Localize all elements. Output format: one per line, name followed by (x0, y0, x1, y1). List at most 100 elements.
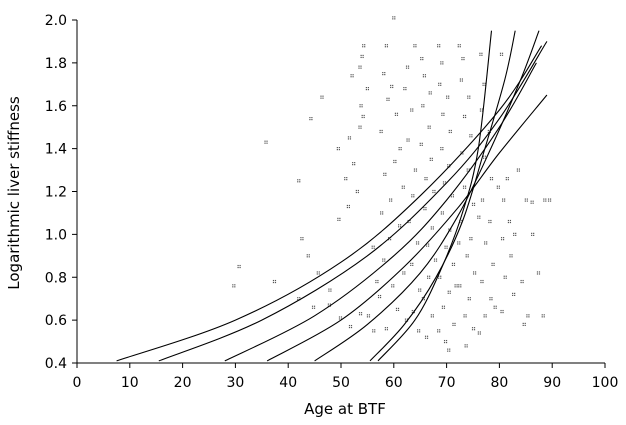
data-point (489, 297, 493, 301)
data-point (469, 237, 473, 241)
data-point (407, 219, 411, 224)
data-point (360, 54, 364, 59)
data-point (347, 136, 352, 140)
data-point (306, 254, 310, 258)
data-point (384, 44, 389, 48)
x-axis-title: Age at BTF (304, 400, 386, 418)
data-point (503, 275, 507, 279)
data-point (440, 61, 444, 65)
data-point (355, 189, 359, 194)
data-point (300, 237, 304, 241)
data-point (520, 279, 524, 284)
data-point (359, 104, 363, 108)
y-tick-label: 1.4 (45, 142, 67, 158)
data-point (454, 284, 458, 288)
data-point (419, 142, 423, 146)
data-point (440, 211, 444, 215)
data-point (482, 82, 486, 86)
x-tick-label: 20 (174, 375, 192, 391)
data-point (424, 335, 429, 339)
data-point (507, 219, 512, 224)
data-point (443, 339, 448, 344)
data-point (477, 215, 481, 219)
data-point (297, 179, 301, 183)
data-point (484, 241, 488, 245)
data-point (429, 157, 433, 161)
data-point (464, 344, 468, 348)
data-point (391, 284, 395, 288)
data-point (348, 324, 353, 329)
data-point (309, 117, 313, 121)
y-tick-label: 1.0 (45, 227, 67, 243)
data-point (311, 305, 316, 309)
data-point (465, 254, 469, 258)
data-point (377, 294, 382, 299)
data-point (405, 65, 410, 69)
data-point (531, 232, 535, 236)
data-point (469, 134, 473, 138)
data-point (437, 329, 441, 333)
data-point (480, 198, 485, 202)
data-point (403, 87, 407, 91)
data-point (467, 95, 471, 99)
data-point (524, 198, 528, 202)
data-point (423, 207, 427, 211)
fitted-curve (158, 41, 548, 362)
data-point (398, 224, 402, 228)
y-tick-label: 1.6 (45, 99, 67, 115)
data-point (264, 140, 268, 144)
data-point (415, 241, 420, 245)
data-point (502, 198, 506, 202)
data-point (401, 185, 405, 189)
data-point (458, 284, 462, 288)
data-point (410, 262, 414, 266)
data-point (488, 219, 492, 224)
x-tick-label: 0 (73, 375, 82, 391)
data-point (320, 95, 324, 99)
data-point (471, 202, 476, 206)
y-tick-label: 2.0 (45, 13, 67, 29)
data-point (500, 237, 505, 241)
data-point (362, 44, 366, 48)
data-point (451, 262, 456, 266)
data-point (358, 65, 362, 69)
data-point (379, 129, 383, 134)
data-point (493, 305, 497, 309)
data-point (447, 290, 451, 294)
data-point (350, 74, 354, 78)
x-axis-ticks: 0 10 20 30 40 50 60 70 80 90 100 (73, 363, 619, 391)
data-point (328, 288, 332, 292)
data-point (446, 95, 450, 99)
data-point (462, 114, 467, 119)
data-point (438, 82, 442, 86)
data-point (418, 288, 422, 292)
data-point (491, 262, 495, 266)
data-point (440, 147, 444, 151)
data-point (512, 292, 516, 296)
x-tick-label: 100 (592, 375, 619, 391)
data-point (398, 147, 402, 151)
data-point (417, 329, 421, 333)
data-point (480, 279, 484, 284)
data-point (316, 271, 320, 275)
data-point (365, 87, 369, 91)
y-axis-ticks: 0.4 0.6 0.8 1.0 1.2 1.4 1.6 1.8 2.0 (45, 13, 77, 372)
data-point (237, 264, 241, 269)
data-point (441, 305, 446, 309)
data-point (392, 16, 396, 20)
data-point (406, 138, 410, 142)
data-point (471, 327, 476, 331)
data-point (526, 314, 530, 318)
y-tick-label: 1.2 (45, 185, 67, 201)
y-axis-title: Logarithmic liver stiffness (5, 96, 23, 290)
data-point (477, 331, 481, 335)
data-point (336, 147, 340, 151)
data-point (420, 56, 424, 61)
data-point (380, 211, 384, 215)
data-point (402, 271, 406, 275)
x-tick-label: 90 (543, 375, 561, 391)
data-point (547, 198, 552, 202)
data-point (413, 44, 417, 48)
data-point (358, 312, 363, 316)
